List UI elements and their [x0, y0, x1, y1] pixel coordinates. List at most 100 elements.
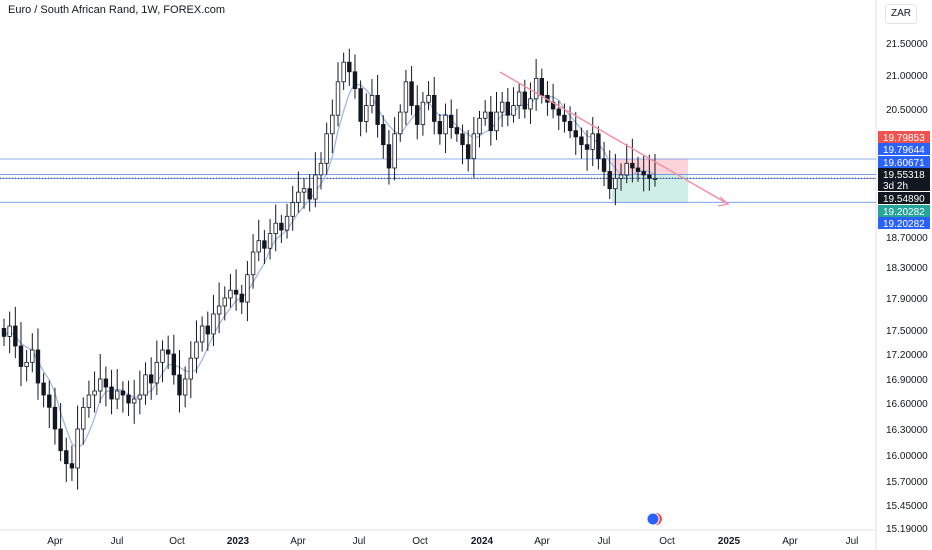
- price-tick-label: 15.45000: [886, 501, 928, 512]
- candle-down: [58, 428, 63, 452]
- candle-up: [482, 111, 488, 119]
- candle-down: [47, 394, 52, 408]
- candle-up: [443, 114, 448, 135]
- candle-up: [624, 162, 629, 176]
- candle-up: [86, 394, 92, 408]
- price-label-box: [878, 131, 930, 143]
- price-tick-label: 20.50000: [886, 105, 928, 116]
- position-tool: [612, 158, 688, 203]
- candle-up: [256, 240, 261, 253]
- price-axis: 21.5000021.0000020.5000020.0000019.70000…: [886, 39, 928, 535]
- price-label-box: [878, 179, 930, 191]
- price-tick-label: 18.70000: [886, 233, 928, 244]
- candle-down: [307, 188, 312, 200]
- time-tick-label: 2025: [718, 536, 741, 547]
- price-label-text: 19.20282: [883, 219, 925, 230]
- candle-down: [177, 374, 182, 396]
- candle-up: [477, 117, 482, 135]
- candle-down: [562, 114, 567, 122]
- time-tick-label: Jul: [111, 536, 124, 547]
- candle-down: [171, 353, 177, 376]
- candle-down: [630, 162, 635, 169]
- candlestick-series: [1, 48, 658, 490]
- candle-up: [284, 215, 290, 231]
- candle-up: [30, 349, 35, 363]
- currency-button[interactable]: ZAR: [885, 4, 917, 24]
- candle-up: [154, 361, 160, 384]
- time-tick-label: Apr: [534, 536, 550, 547]
- candle-up: [92, 390, 97, 396]
- candle-up: [245, 274, 250, 303]
- candle-down: [465, 144, 471, 160]
- price-label-text: 19.54890: [883, 194, 925, 205]
- candle-up: [216, 305, 222, 315]
- candle-up: [398, 111, 403, 135]
- price-tick-label: 15.70000: [886, 477, 928, 488]
- candle-down: [18, 345, 24, 367]
- candle-down: [505, 101, 511, 116]
- candle-down: [437, 121, 443, 135]
- candle-up: [420, 101, 426, 125]
- candle-up: [296, 191, 301, 203]
- price-label-text: 19.20282: [883, 207, 925, 218]
- candle-down: [641, 171, 646, 176]
- candle-up: [7, 325, 12, 337]
- price-label-text: 19.55318: [883, 170, 925, 181]
- candle-down: [386, 144, 392, 169]
- candle-down: [432, 95, 437, 122]
- candle-down: [233, 289, 239, 295]
- price-tick-label: 21.00000: [886, 71, 928, 82]
- time-tick-label: Apr: [47, 536, 63, 547]
- candle-up: [403, 81, 409, 113]
- price-tick-label: 15.19000: [886, 524, 928, 535]
- candle-up: [222, 297, 227, 307]
- candle-down: [103, 378, 109, 388]
- candle-down: [120, 390, 126, 396]
- candle-down: [522, 91, 527, 110]
- candle-up: [137, 394, 143, 400]
- price-tick-label: 17.20000: [886, 350, 928, 361]
- price-tick-label: 18.30000: [886, 263, 928, 274]
- time-tick-label: Apr: [290, 536, 306, 547]
- price-tick-label: 21.50000: [886, 39, 928, 50]
- candle-down: [205, 325, 210, 335]
- candle-up: [341, 61, 346, 83]
- candle-up: [516, 91, 522, 106]
- candle-down: [488, 111, 494, 132]
- candle-up: [273, 222, 278, 234]
- candle-up: [533, 78, 539, 100]
- candle-down: [579, 136, 584, 146]
- candle-up: [131, 398, 137, 404]
- price-tick-label: 16.90000: [886, 375, 928, 386]
- candle-down: [109, 386, 114, 400]
- candle-down: [352, 71, 358, 90]
- candle-up: [318, 162, 324, 176]
- candle-down: [381, 124, 386, 146]
- candle-up: [313, 174, 318, 200]
- candle-down: [635, 167, 641, 172]
- chart-gridlines: [0, 0, 877, 550]
- candle-up: [392, 133, 397, 169]
- time-tick-label: Jul: [846, 536, 859, 547]
- candle-down: [148, 374, 154, 384]
- candle-down: [69, 463, 75, 469]
- candle-up: [494, 111, 499, 132]
- price-label-box: [878, 217, 930, 229]
- candle-down: [1, 327, 7, 337]
- moving-average-line: [3, 83, 656, 449]
- candle-up: [369, 95, 375, 107]
- time-tick-label: 2023: [227, 536, 250, 547]
- candle-up: [81, 406, 86, 430]
- candle-up: [228, 289, 233, 299]
- price-label-box: [878, 143, 930, 155]
- candle-down: [262, 240, 267, 249]
- candle-up: [330, 114, 335, 135]
- price-label-text: 3d 2h: [883, 181, 908, 192]
- candle-down: [375, 95, 380, 125]
- candle-up: [528, 98, 533, 110]
- time-tick-label: Jul: [353, 536, 366, 547]
- time-tick-label: Oct: [412, 536, 428, 547]
- candle-up: [290, 202, 295, 217]
- candle-down: [52, 406, 58, 430]
